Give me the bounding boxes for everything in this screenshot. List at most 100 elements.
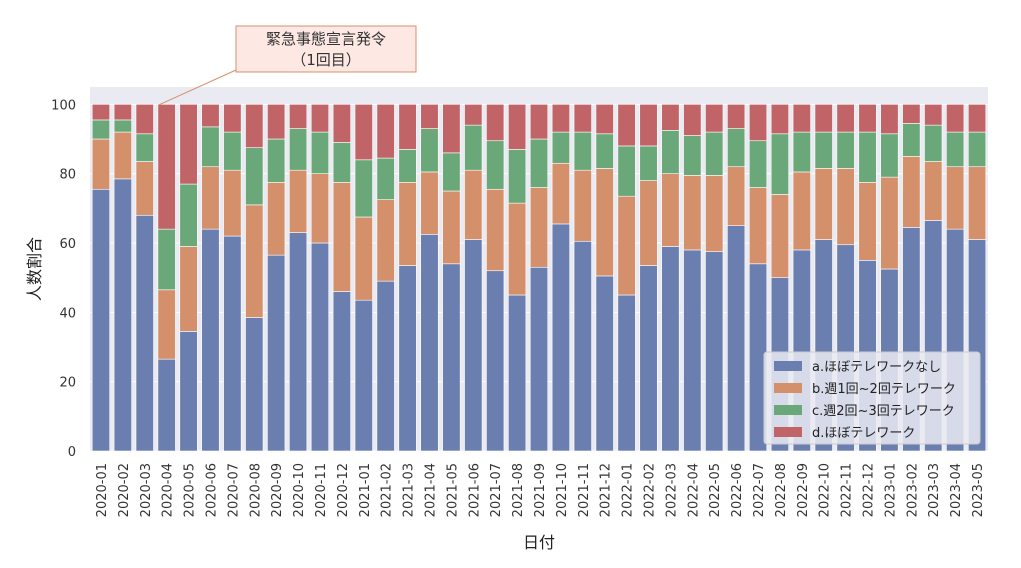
bar-segment — [420, 171, 439, 235]
bar-segment — [551, 162, 570, 225]
bar-segment — [398, 104, 417, 150]
bar-segment — [573, 131, 592, 171]
bar-segment — [573, 240, 592, 452]
bar-segment — [201, 104, 220, 128]
bar-segment — [661, 246, 680, 452]
x-tick-label: 2021-05 — [445, 463, 460, 517]
bar-segment — [595, 168, 614, 277]
bar-segment — [267, 138, 286, 183]
bar-segment — [223, 169, 242, 237]
x-tick-label: 2022-01 — [621, 463, 636, 517]
bar-segment — [289, 232, 308, 452]
legend-label: a.ほぼテレワークなし — [812, 360, 941, 375]
bar-segment — [639, 104, 658, 147]
bar-segment — [420, 128, 439, 173]
bar-segment — [354, 216, 373, 301]
bar-segment — [201, 166, 220, 230]
x-tick-labels: 2020-01 2020-02 2020-03 2020-04 2020-05 2020-… — [95, 463, 986, 517]
y-axis-label: 人数割合 — [25, 237, 44, 301]
bar-segment — [420, 234, 439, 452]
bar-segment — [529, 266, 549, 452]
x-tick-label: 2022-10 — [818, 463, 833, 517]
x-tick-label: 2021-04 — [423, 463, 438, 517]
x-tick-label: 2020-08 — [248, 463, 263, 517]
legend-frame — [763, 351, 981, 445]
bar-segment — [223, 235, 242, 452]
bar-segment — [442, 104, 461, 154]
bar-segment — [727, 128, 746, 168]
bar-segment — [201, 126, 220, 168]
x-tick-label: 2022-03 — [664, 463, 679, 517]
y-tick-label: 40 — [59, 306, 76, 321]
x-tick-label: 2022-09 — [796, 463, 811, 517]
bar-segment — [354, 159, 373, 218]
x-tick-label: 2020-07 — [226, 463, 241, 517]
bar-segment — [748, 187, 768, 265]
bar-segment — [529, 138, 549, 188]
annotation-line-2: （1回目） — [291, 51, 361, 69]
bar-segment — [91, 188, 111, 452]
bar-segment — [91, 119, 111, 140]
bar-segment — [310, 173, 330, 244]
x-tick-label: 2022-02 — [643, 463, 658, 517]
bar-segment — [705, 104, 724, 133]
y-tick-label: 20 — [59, 376, 76, 391]
bar-segment — [880, 133, 899, 178]
bar-segment — [836, 168, 855, 246]
bar-segment — [267, 182, 286, 256]
annotation-line-1: 緊急事態宣言発令 — [266, 30, 386, 48]
legend-swatch — [774, 427, 802, 437]
bar-segment — [157, 358, 176, 452]
bar-segment — [486, 140, 505, 190]
y-tick-labels: 0 20 40 60 80 100 — [51, 98, 76, 460]
bar-segment — [486, 270, 505, 452]
y-tick-label: 0 — [68, 445, 76, 460]
x-tick-label: 2020-10 — [292, 463, 307, 517]
bar-segment — [113, 104, 132, 121]
bar-segment — [442, 190, 461, 265]
bar-segment — [573, 104, 592, 133]
bar-segment — [508, 202, 527, 296]
bar-segment — [683, 135, 702, 176]
bar-segment — [617, 145, 636, 197]
x-tick-label: 2023-02 — [905, 463, 920, 517]
bar-segment — [376, 104, 395, 159]
bar-segment — [902, 123, 921, 157]
x-tick-label: 2021-03 — [402, 463, 417, 517]
bar-segment — [705, 175, 724, 252]
bar-segment — [924, 124, 943, 162]
bar-segment — [310, 131, 330, 174]
bar-segment — [814, 168, 833, 240]
bar-segment — [836, 104, 855, 133]
bar-segment — [113, 131, 132, 180]
bar-segment — [880, 176, 899, 270]
bar-segment — [157, 289, 176, 360]
x-tick-label: 2021-11 — [577, 463, 592, 517]
bar-segment — [902, 156, 921, 228]
legend-label: d.ほぼテレワーク — [812, 426, 915, 441]
y-tick-label: 80 — [59, 168, 76, 183]
bar-segment — [661, 104, 680, 131]
bar-segment — [792, 171, 811, 251]
annotation-arrow — [157, 69, 237, 106]
x-tick-label: 2022-11 — [840, 463, 855, 517]
x-tick-label: 2020-12 — [336, 463, 351, 517]
x-tick-label: 2023-04 — [949, 463, 964, 517]
bar-segment — [289, 169, 308, 233]
x-tick-label: 2020-04 — [161, 463, 176, 517]
legend: a.ほぼテレワークなし b.週1回~2回テレワーク c.週2回~3回テレワーク d.ほ… — [763, 351, 981, 445]
bar-segment — [267, 104, 286, 140]
legend-swatch — [774, 383, 802, 393]
bar-segment — [880, 104, 899, 135]
bar-segment — [617, 294, 636, 452]
x-tick-label: 2020-06 — [204, 463, 219, 517]
bar-segment — [376, 157, 395, 200]
bar-segment — [967, 104, 987, 133]
bar-segment — [661, 173, 680, 247]
x-axis-label: 日付 — [523, 533, 555, 552]
bar-segment — [814, 131, 833, 169]
bar-segment — [179, 104, 198, 185]
bar-segment — [748, 140, 768, 188]
bar-segment — [201, 228, 220, 452]
